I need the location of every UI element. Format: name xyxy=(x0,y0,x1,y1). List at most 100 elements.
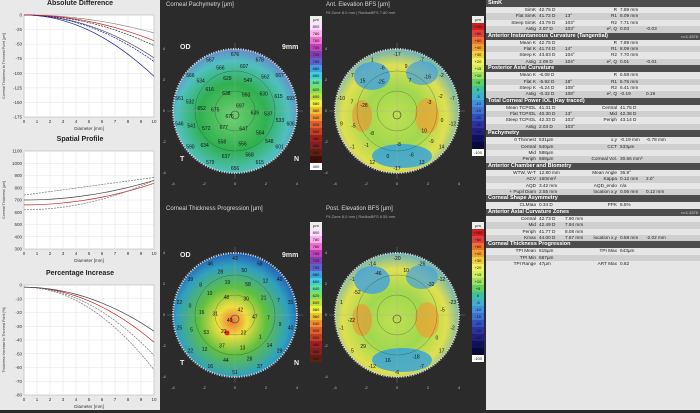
table-cell: 6.41 mm xyxy=(620,84,639,90)
table-cell: 0.19 xyxy=(646,91,656,97)
post-elevation-map[interactable]: -4-4-2-2002244-20-26-12-23-217-7-6-125-1… xyxy=(322,220,472,410)
scale-step: -15 xyxy=(472,313,484,320)
table-cell: Steep SimK xyxy=(511,19,536,25)
table-row: Steep TCPIOL 42.33 D 103° Periph 43.14 D xyxy=(486,117,700,123)
map-value: -9 xyxy=(429,139,434,145)
map-tick: 2 xyxy=(427,385,430,390)
map-value: 50 xyxy=(241,268,247,274)
table-cell: Central xyxy=(520,215,536,221)
scale-step: +60 xyxy=(472,243,484,250)
table-cell: 0.82 xyxy=(620,261,630,267)
map-value: -1 xyxy=(364,143,369,149)
map-value: 629 xyxy=(223,76,232,82)
map-value: 601 xyxy=(275,144,284,150)
table-row: Mean K 42.75 D R 7.89 mm xyxy=(486,40,700,46)
scale-step: 480 xyxy=(310,341,322,348)
thickness-progression-map[interactable]: -4-4-2-200224443584031402937511622252239… xyxy=(160,220,310,410)
scale-step: 660 xyxy=(310,72,322,79)
table-cell: Flat K xyxy=(523,45,536,51)
map-value: 566 xyxy=(186,73,195,79)
section-header: Anterior Axial Curvature Zones n=1.3375 xyxy=(486,208,700,216)
map-value: 0 xyxy=(189,304,192,310)
table-row: Astig 2.07 D 103° e², Q 0.03 -0.03 xyxy=(486,26,700,33)
table-cell: 3.42 mm xyxy=(539,182,558,188)
scale-step: 740 xyxy=(310,44,322,51)
y-tick-label: -125 xyxy=(13,85,23,90)
map-value: 566 xyxy=(216,65,225,71)
scale-step: 800 xyxy=(310,23,322,30)
map-value: 8 xyxy=(199,282,202,288)
map-value: 652 xyxy=(197,106,206,112)
map-value: -32 xyxy=(427,282,434,288)
x-tick-label: 7 xyxy=(114,397,117,402)
scale-step: +15 xyxy=(472,65,484,72)
absolute-difference-chart: 0 1 2 3 4 5 6 7 8 9 10 0 -25 -50 -75 -100 -125 -150 -175 Di… xyxy=(2,13,157,132)
scale-step: +40 xyxy=(472,250,484,257)
y-tick-label: -150 xyxy=(13,100,23,105)
x-tick-label: 0 xyxy=(23,119,26,124)
map-value: 1 xyxy=(340,300,343,306)
map-value: -17 xyxy=(393,166,400,172)
table-cell: Mean TCPIOL xyxy=(506,104,536,110)
map-tick: 4 xyxy=(163,46,166,51)
map-value: 637 xyxy=(222,154,231,160)
y-tick-label: -50 xyxy=(15,42,22,47)
map-value: 7 xyxy=(351,100,354,106)
map-value: 12 xyxy=(263,278,269,284)
n-label: N xyxy=(294,360,300,367)
scale-step: +30 xyxy=(472,51,484,58)
table-row: Flat K -5.92 D 18° R1 6.76 mm xyxy=(486,78,700,85)
scale-step: 460 xyxy=(310,348,322,355)
n-label: N xyxy=(294,156,300,163)
map-value: -5 xyxy=(440,308,445,314)
blue-zone xyxy=(372,144,432,168)
pachymetry-map[interactable]: -4 -4 -2 -2 0 0 2 2 4 4 676 678 667 693 606 601 615 656 57… xyxy=(160,16,310,206)
x-tick-label: 7 xyxy=(114,251,117,256)
map-tick: 4 xyxy=(163,250,166,255)
table-cell: 7.94 mm xyxy=(565,222,584,228)
table-cell: 13° xyxy=(565,13,573,19)
y-tick-label: -20 xyxy=(15,310,22,315)
scale-step: -20 xyxy=(472,114,484,121)
map-value: 10 xyxy=(421,128,427,134)
scale-step: 700 xyxy=(310,58,322,65)
elevation-color-scale: µm +100 +80 +60 +40 +30 +20 +15 +10 +5 0 -5 -10 -15 -2… xyxy=(472,16,484,156)
x-tick-label: 9 xyxy=(140,397,143,402)
table-cell: n/a xyxy=(620,182,627,188)
scale-step: 560 xyxy=(310,313,322,320)
scale-step: 500 xyxy=(310,334,322,341)
map-value: 51 xyxy=(232,370,238,376)
scale-step: 680 xyxy=(310,271,322,278)
scale-step: 640 xyxy=(310,285,322,292)
table-cell: Mid xyxy=(528,222,536,228)
scale-step: +30 xyxy=(472,257,484,264)
table-cell: 2.0° xyxy=(646,176,655,182)
map-value: 15 xyxy=(360,78,366,84)
table-row: TPI Range 47µm ART Max 0.82 xyxy=(486,261,700,267)
table-cell: 0 Thinnest xyxy=(514,137,536,143)
scale-step: 720 xyxy=(310,51,322,58)
scale-step: -5 xyxy=(472,93,484,100)
map-value: 9 xyxy=(340,121,343,127)
map-value: 1 xyxy=(371,57,374,63)
table-cell: 2.09 D xyxy=(539,58,553,64)
table-cell: 41.74 D xyxy=(539,45,556,51)
x-tick-label: 2 xyxy=(49,119,52,124)
table-cell: 0.34 D xyxy=(539,202,553,208)
table-cell: 2.03 D xyxy=(539,123,553,129)
thickness-title: Corneal Thickness Progression [µm] xyxy=(166,206,263,212)
map-tick: -2 xyxy=(364,181,368,186)
scale-step: -100 xyxy=(472,149,484,156)
table-cell: location x,y xyxy=(593,188,617,194)
ant-elevation-map[interactable]: -4-4-2-2002244-17-7-2-7-121413-1712-19-1… xyxy=(322,16,472,206)
table-cell: 41.75 D xyxy=(620,104,637,110)
scale-step: -30 xyxy=(472,327,484,334)
map-value: 31 xyxy=(212,311,218,317)
table-cell: 104° xyxy=(565,58,575,64)
series-line xyxy=(23,14,155,62)
map-value: 12 xyxy=(202,347,208,353)
y-tick-label: -50 xyxy=(15,351,22,356)
map-value: 28 xyxy=(218,269,224,275)
table-cell: 0.12 mm xyxy=(620,176,639,182)
map-value: 14 xyxy=(439,144,445,150)
